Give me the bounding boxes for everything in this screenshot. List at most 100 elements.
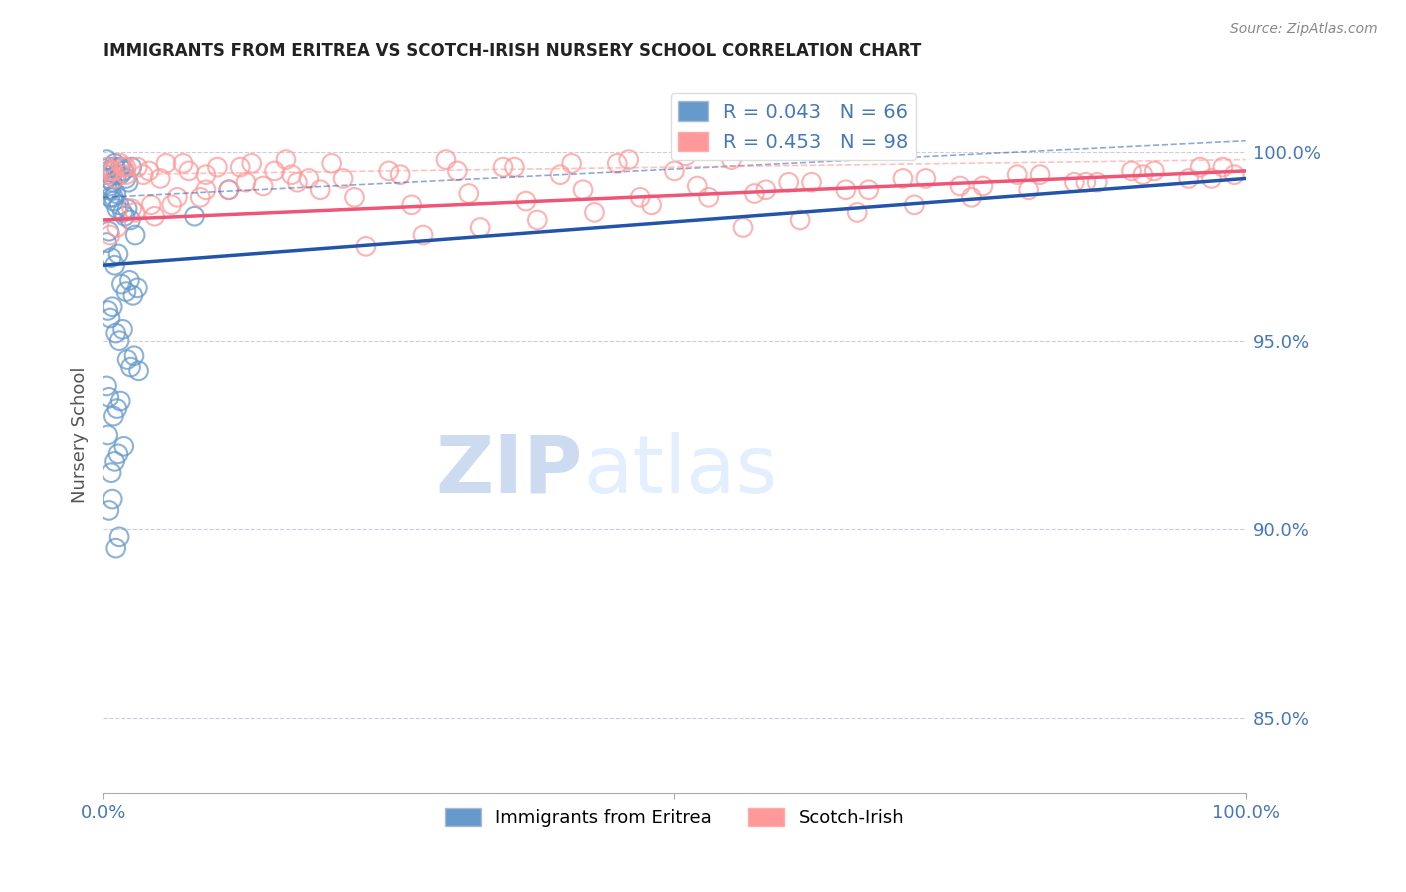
Point — [132, 168, 155, 182]
Point — [561, 156, 583, 170]
Point — [149, 171, 172, 186]
Point — [354, 239, 377, 253]
Point — [100, 251, 122, 265]
Point — [412, 227, 434, 242]
Point — [96, 379, 118, 393]
Point — [274, 153, 297, 167]
Point — [218, 183, 240, 197]
Point — [188, 190, 211, 204]
Point — [97, 503, 120, 517]
Point — [1132, 168, 1154, 182]
Point — [128, 364, 150, 378]
Point — [434, 153, 457, 167]
Point — [789, 213, 811, 227]
Point — [526, 213, 548, 227]
Point — [457, 186, 479, 201]
Point — [309, 183, 332, 197]
Point — [110, 168, 132, 182]
Point — [108, 334, 131, 348]
Point — [640, 198, 662, 212]
Point — [103, 164, 125, 178]
Point — [139, 198, 162, 212]
Point — [160, 198, 183, 212]
Point — [720, 153, 742, 167]
Point — [97, 183, 120, 197]
Point — [675, 149, 697, 163]
Point — [127, 281, 149, 295]
Point — [446, 164, 468, 178]
Point — [194, 168, 217, 182]
Point — [105, 168, 128, 182]
Point — [378, 164, 401, 178]
Point — [121, 288, 143, 302]
Point — [298, 171, 321, 186]
Point — [1074, 175, 1097, 189]
Point — [321, 156, 343, 170]
Point — [744, 186, 766, 201]
Point — [103, 160, 125, 174]
Point — [98, 190, 121, 204]
Point — [697, 190, 720, 204]
Point — [111, 205, 134, 219]
Point — [177, 164, 200, 178]
Point — [103, 409, 125, 423]
Point — [121, 160, 143, 174]
Point — [235, 175, 257, 189]
Point — [229, 160, 252, 174]
Point — [755, 183, 778, 197]
Point — [846, 205, 869, 219]
Point — [617, 153, 640, 167]
Point — [103, 156, 125, 170]
Point — [115, 168, 138, 182]
Legend: Immigrants from Eritrea, Scotch-Irish: Immigrants from Eritrea, Scotch-Irish — [437, 801, 911, 835]
Point — [143, 209, 166, 223]
Point — [120, 360, 142, 375]
Point — [903, 198, 925, 212]
Point — [118, 273, 141, 287]
Point — [280, 168, 302, 182]
Point — [104, 326, 127, 340]
Point — [96, 235, 118, 250]
Point — [470, 220, 492, 235]
Point — [122, 349, 145, 363]
Point — [1085, 175, 1108, 189]
Point — [107, 247, 129, 261]
Point — [127, 160, 149, 174]
Point — [731, 220, 754, 235]
Point — [835, 183, 858, 197]
Point — [115, 352, 138, 367]
Point — [572, 183, 595, 197]
Point — [583, 205, 606, 219]
Point — [1177, 171, 1199, 186]
Point — [1018, 183, 1040, 197]
Point — [107, 447, 129, 461]
Point — [103, 454, 125, 468]
Point — [1201, 171, 1223, 186]
Point — [112, 160, 135, 174]
Point — [240, 156, 263, 170]
Text: IMMIGRANTS FROM ERITREA VS SCOTCH-IRISH NURSERY SCHOOL CORRELATION CHART: IMMIGRANTS FROM ERITREA VS SCOTCH-IRISH … — [103, 42, 921, 60]
Point — [1063, 175, 1085, 189]
Point — [1143, 164, 1166, 178]
Point — [115, 285, 138, 299]
Point — [503, 160, 526, 174]
Point — [124, 205, 146, 219]
Point — [1189, 160, 1212, 174]
Point — [914, 171, 936, 186]
Point — [108, 530, 131, 544]
Point — [97, 160, 120, 174]
Point — [110, 394, 132, 409]
Point — [138, 164, 160, 178]
Point — [103, 190, 125, 204]
Point — [115, 160, 138, 174]
Point — [105, 220, 128, 235]
Point — [97, 390, 120, 404]
Point — [115, 171, 138, 186]
Point — [287, 175, 309, 189]
Point — [101, 164, 124, 178]
Point — [115, 202, 138, 216]
Point — [515, 194, 537, 208]
Text: atlas: atlas — [583, 432, 778, 510]
Point — [1029, 168, 1052, 182]
Point — [111, 322, 134, 336]
